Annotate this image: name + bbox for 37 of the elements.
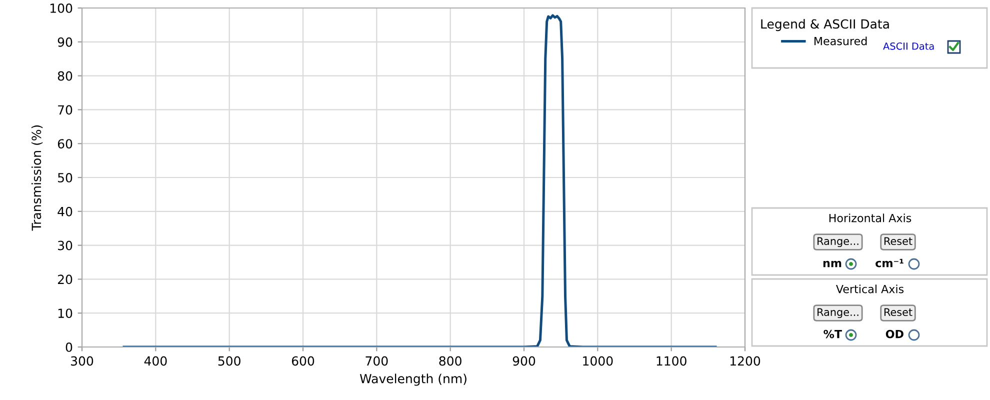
text: Reset: [884, 308, 912, 316]
y-tick-label: 90: [58, 37, 72, 47]
x-tick-label: 600: [292, 356, 314, 366]
x-tick-label: 1200: [730, 356, 760, 366]
y-tick-label: 70: [58, 105, 72, 115]
y-tick-label: 10: [58, 308, 72, 318]
y-tick-label: 80: [58, 71, 72, 81]
text: Vertical Axis: [836, 284, 904, 294]
x-tick-label: 700: [366, 356, 388, 366]
legend-label: Measured: [814, 36, 867, 46]
y-axis-title: Transmission (%): [31, 125, 43, 231]
y-tick-label: 40: [58, 206, 72, 216]
y-tick-label: 50: [58, 172, 72, 182]
x-tick-label: 800: [439, 356, 462, 366]
x-tick-label: 300: [71, 356, 94, 366]
y-tick-label: 30: [58, 240, 72, 250]
x-tick-label: 400: [144, 356, 167, 366]
text: %T: [824, 330, 842, 338]
x-tick-label: 900: [512, 356, 536, 366]
text: nm: [823, 260, 842, 268]
y-tick-label: 60: [58, 139, 72, 149]
x-tick-label: 1100: [656, 356, 686, 366]
text: Range...: [818, 308, 858, 318]
y-tick-label: 100: [50, 3, 72, 13]
text: ASCII Data: [883, 42, 934, 50]
y-tick-label: 0: [66, 342, 72, 352]
x-tick-label: 500: [218, 356, 240, 366]
text: Horizontal Axis: [829, 214, 912, 222]
x-axis-title: Wavelength (nm): [360, 374, 466, 386]
line-series: [122, 14, 717, 347]
legend-title: Legend & ASCII Data: [761, 19, 889, 32]
text: OD: [886, 330, 904, 338]
y-tick-label: 20: [58, 274, 72, 284]
text: Reset: [884, 237, 912, 246]
text: Range...: [818, 237, 858, 248]
x-tick-label: 1000: [583, 356, 613, 366]
text: cm⁻¹: [876, 258, 904, 268]
